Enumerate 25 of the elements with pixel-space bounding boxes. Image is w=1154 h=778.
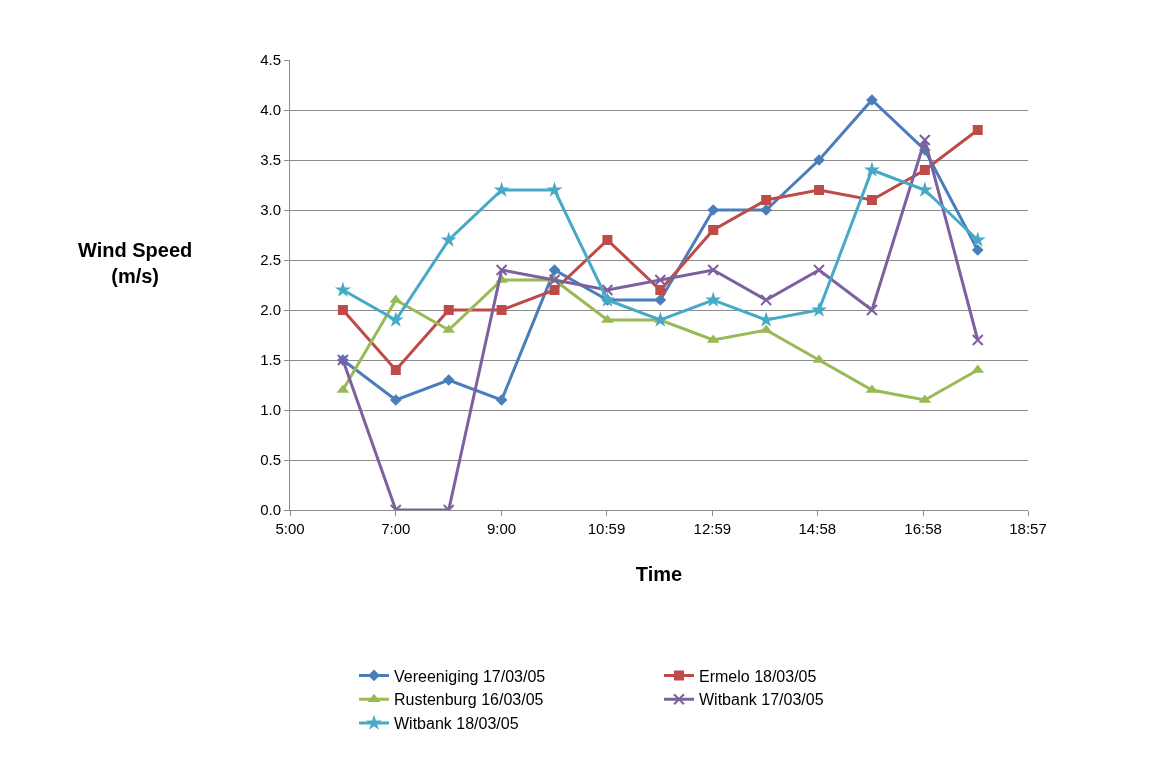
legend-label: Vereeniging 17/03/05 [394,667,546,685]
y-tick-label: 3.5 [260,151,281,169]
x-tick-label: 7:00 [381,520,411,537]
x-tick-label: 16:58 [904,520,942,537]
y-tick-label: 1.5 [260,351,281,369]
y-tick-label: 0.5 [260,451,281,469]
y-tick-label: 2.0 [260,301,281,319]
y-tick-label: 1.0 [260,401,281,419]
legend-label: Witbank 17/03/05 [699,691,824,709]
x-tick-label: 18:57 [1009,520,1047,537]
y-tick-label: 2.5 [260,251,281,269]
x-tick-label: 10:59 [587,520,626,537]
y-tick-label: 4.0 [260,101,281,119]
y-axis-title: Wind Speed (m/s) [78,239,193,287]
x-tick-label: 12:59 [693,520,732,537]
y-tick-label: 4.5 [260,51,281,69]
y-tick-label: 3.0 [260,201,281,219]
legend-label: Rustenburg 16/03/05 [394,691,544,709]
x-tick-label: 14:58 [798,520,837,537]
y-tick-label: 0.0 [260,501,281,519]
legend-label: Ermelo 18/03/05 [699,667,817,685]
x-tick-label: 9:00 [487,520,517,537]
legend-label: Witbank 18/03/05 [394,715,519,733]
x-axis-title: Time [635,562,683,585]
x-tick-label: 5:00 [275,520,305,537]
